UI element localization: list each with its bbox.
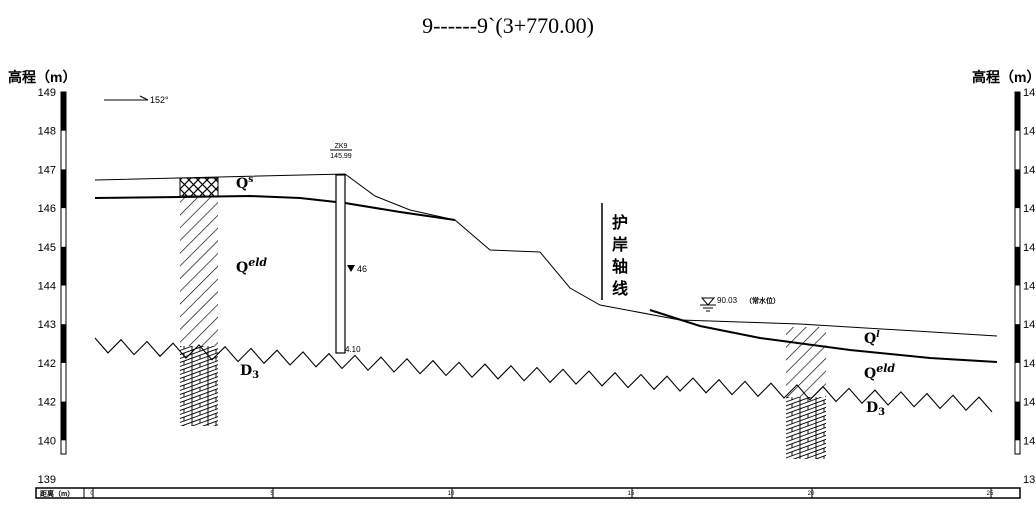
bearing-value: 152° — [150, 95, 169, 105]
right-axis-segment — [1015, 169, 1020, 209]
distance-tick-label: 0 — [90, 491, 94, 497]
right-axis-tick-label: 14 — [1023, 203, 1035, 215]
bedrock-boundary — [94, 337, 993, 413]
normal-water-level: 90.03 （常水位） — [700, 296, 780, 312]
left-axis-tick-label: 148 — [38, 126, 56, 138]
left-elevation-axis: 高程（m） 149 148 147 146 145 144 143 142 142 140 139 — [8, 69, 76, 486]
left-axis-segment — [61, 324, 66, 363]
borehole-bottom-depth: 4.10 — [345, 345, 361, 354]
axis-char-2: 岸 — [612, 235, 628, 254]
left-axis-tick-label: 149 — [38, 87, 56, 99]
left-axis-segment — [61, 246, 66, 286]
borehole-elevation: 145.99 — [330, 153, 352, 160]
distance-tick-label: 20 — [808, 491, 815, 497]
water-surface-icon — [700, 297, 716, 306]
right-elevation-axis: 高程（m） 14 14 14 14 14 14 14 14 14 14 13 — [972, 69, 1036, 486]
right-axis-tick-label: 14 — [1023, 126, 1035, 138]
right-axis-segment — [1015, 246, 1020, 286]
water-level-value: 90.03 — [717, 296, 738, 305]
layer-boundary-left — [94, 194, 456, 221]
right-axis-label: 高程（m） — [972, 69, 1036, 85]
pit-right-soil — [786, 327, 826, 397]
water-level-marker-icon — [347, 265, 355, 272]
distance-tick-label: 10 — [448, 491, 455, 497]
pit-left-soil — [180, 196, 218, 346]
right-axis-tick-label: 14 — [1023, 358, 1035, 370]
left-axis-segment — [61, 169, 66, 209]
right-axis-tick-label: 14 — [1023, 397, 1035, 409]
right-axis-tick-label: 14 — [1023, 164, 1035, 176]
left-axis-tick-label: 140 — [38, 435, 56, 447]
bearing-arrow-icon — [104, 95, 149, 101]
test-pit-left — [179, 177, 219, 426]
pit-left-fill-top — [179, 177, 219, 197]
borehole-shaft — [335, 174, 346, 354]
left-axis-tick-label: 142 — [38, 397, 56, 409]
borehole-id: ZK9 — [335, 143, 348, 150]
pit-right-rock — [786, 397, 826, 459]
section-title: 9------9`(3+770.00) — [422, 13, 594, 38]
layer-label-qeld-right: Qeld — [864, 362, 895, 382]
left-axis-label: 高程（m） — [8, 69, 76, 85]
distance-tick-label: 15 — [628, 491, 635, 497]
right-axis-tick-label: 14 — [1023, 435, 1035, 447]
revetment-axis: 护 岸 轴 线 — [601, 203, 628, 300]
right-axis-segment — [1015, 324, 1020, 363]
right-axis-tick-label: 14 — [1023, 242, 1035, 254]
ground-surface-line — [94, 173, 998, 337]
water-level-note: （常水位） — [745, 296, 780, 305]
left-axis-tick-label: 147 — [38, 164, 56, 176]
left-axis-tick-label: 145 — [38, 242, 56, 254]
bearing-indicator: 152° — [104, 95, 169, 105]
left-axis-tick-label: 139 — [38, 474, 56, 486]
layer-label-d3-left: D3 — [240, 363, 259, 381]
right-axis-tick-label: 14 — [1023, 281, 1035, 293]
distance-tick-label: 5 — [270, 491, 274, 497]
layer-label-qs: Qs — [236, 175, 253, 192]
layer-label-qeld-left: Qeld — [236, 256, 267, 276]
right-axis-tick-label: 14 — [1023, 87, 1035, 99]
right-axis-segment — [1015, 92, 1020, 131]
distance-label: 距离（m） — [40, 489, 74, 498]
pit-left-rock — [180, 346, 218, 426]
borehole-water-depth: 46 — [357, 264, 367, 274]
axis-char-1: 护 — [612, 213, 628, 232]
distance-bar-frame — [35, 487, 1021, 499]
left-axis-segment — [61, 401, 66, 441]
left-axis-tick-label: 143 — [38, 319, 56, 331]
axis-char-3: 轴 — [612, 257, 628, 276]
distance-tick-label: 25 — [987, 491, 994, 497]
test-pit-right — [786, 327, 826, 459]
layer-label-ql: Ql — [864, 330, 880, 347]
borehole-zk9: ZK9 145.99 46 4.10 — [330, 143, 367, 354]
left-axis-segment — [61, 92, 66, 131]
layer-label-d3-right: D3 — [866, 400, 885, 418]
right-axis-tick-label: 13 — [1023, 474, 1035, 486]
distance-scale-bar: 距离（m） 0 5 10 15 20 25 — [35, 487, 1021, 499]
axis-char-4: 线 — [612, 279, 628, 298]
right-axis-tick-label: 14 — [1023, 319, 1035, 331]
left-axis-tick-label: 144 — [38, 281, 56, 293]
right-axis-segment — [1015, 401, 1020, 441]
left-axis-tick-label: 142 — [38, 358, 56, 370]
left-axis-tick-label: 146 — [38, 203, 56, 215]
